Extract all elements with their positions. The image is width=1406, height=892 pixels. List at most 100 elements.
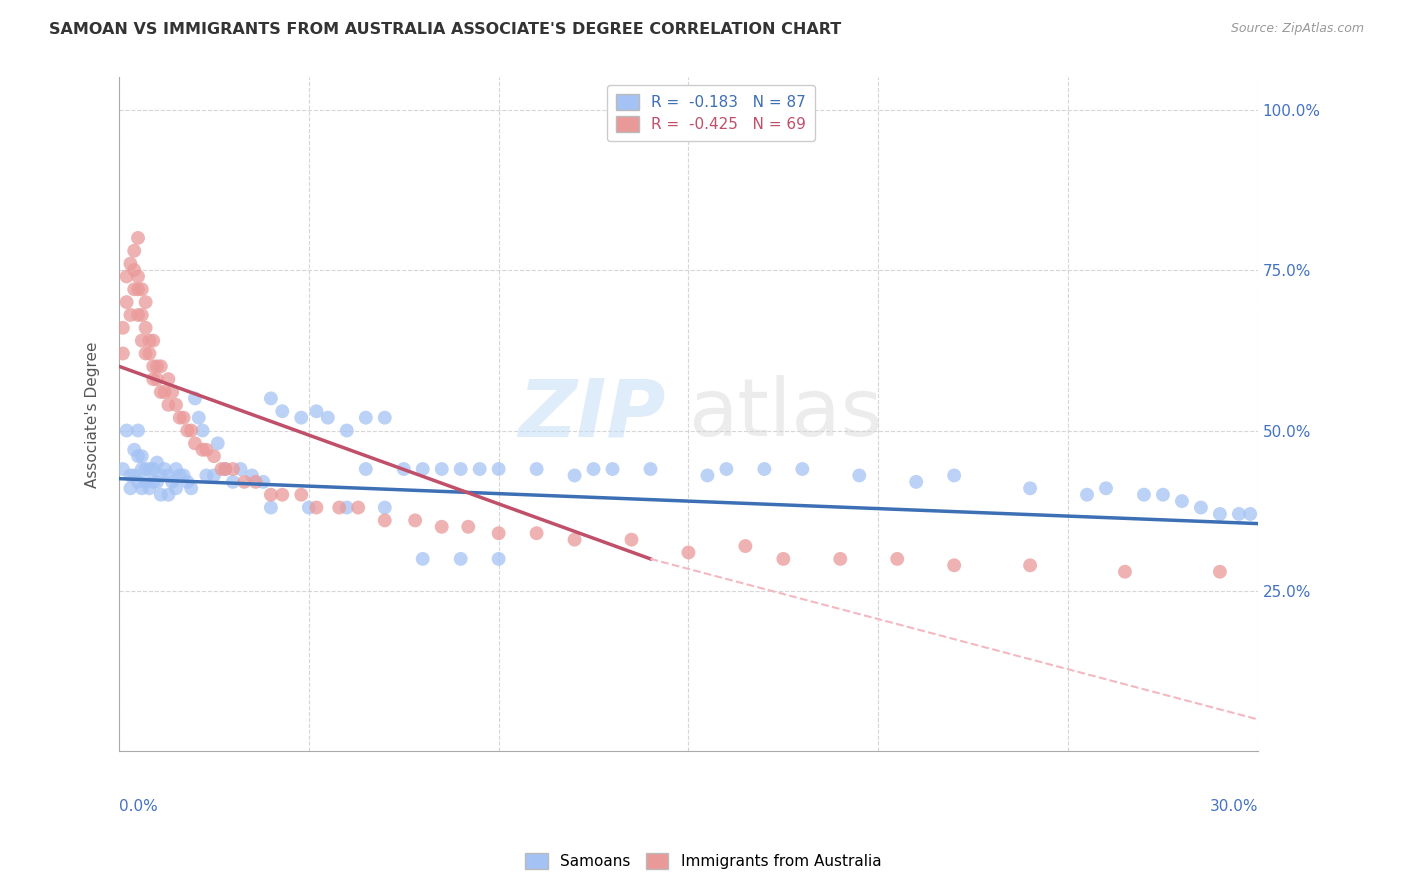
Point <box>122 442 145 457</box>
Point <box>830 552 852 566</box>
Point <box>165 462 187 476</box>
Point <box>122 244 145 258</box>
Point <box>1227 507 1250 521</box>
Point <box>229 462 252 476</box>
Point <box>430 520 453 534</box>
Point <box>173 468 195 483</box>
Point <box>252 475 274 489</box>
Point <box>138 481 160 495</box>
Point <box>142 359 165 374</box>
Point <box>142 372 165 386</box>
Point <box>127 282 149 296</box>
Point <box>564 468 586 483</box>
Point <box>135 295 157 310</box>
Point <box>412 462 434 476</box>
Point <box>157 468 180 483</box>
Point <box>146 456 169 470</box>
Point <box>457 520 479 534</box>
Point <box>115 424 138 438</box>
Point <box>886 552 908 566</box>
Point <box>754 462 776 476</box>
Point <box>131 282 153 296</box>
Point <box>943 558 966 573</box>
Point <box>127 308 149 322</box>
Text: SAMOAN VS IMMIGRANTS FROM AUSTRALIA ASSOCIATE'S DEGREE CORRELATION CHART: SAMOAN VS IMMIGRANTS FROM AUSTRALIA ASSO… <box>49 22 841 37</box>
Point <box>1076 488 1098 502</box>
Point <box>169 468 191 483</box>
Point <box>153 462 176 476</box>
Text: 30.0%: 30.0% <box>1209 798 1258 814</box>
Point <box>127 424 149 438</box>
Point <box>450 552 472 566</box>
Point <box>260 488 283 502</box>
Point <box>115 269 138 284</box>
Point <box>240 468 263 483</box>
Point <box>157 398 180 412</box>
Point <box>153 384 176 399</box>
Point <box>271 488 294 502</box>
Point <box>146 475 169 489</box>
Text: ZIP: ZIP <box>519 376 665 453</box>
Point <box>115 295 138 310</box>
Point <box>184 392 207 406</box>
Point <box>142 462 165 476</box>
Point <box>1239 507 1261 521</box>
Point <box>943 468 966 483</box>
Point <box>214 462 236 476</box>
Point <box>191 424 214 438</box>
Point <box>176 424 198 438</box>
Point <box>1114 565 1136 579</box>
Point <box>111 320 134 334</box>
Point <box>582 462 605 476</box>
Point <box>488 526 510 541</box>
Point <box>430 462 453 476</box>
Point <box>195 468 218 483</box>
Point <box>176 475 198 489</box>
Point <box>160 384 183 399</box>
Point <box>149 468 172 483</box>
Text: atlas: atlas <box>689 376 883 453</box>
Point <box>271 404 294 418</box>
Point <box>290 488 312 502</box>
Point <box>195 442 218 457</box>
Point <box>328 500 350 515</box>
Point <box>149 488 172 502</box>
Point <box>1209 507 1232 521</box>
Point <box>111 462 134 476</box>
Point <box>127 449 149 463</box>
Point <box>146 372 169 386</box>
Point <box>169 410 191 425</box>
Y-axis label: Associate's Degree: Associate's Degree <box>86 342 100 488</box>
Point <box>142 475 165 489</box>
Point <box>138 462 160 476</box>
Point <box>160 475 183 489</box>
Point <box>202 449 225 463</box>
Point <box>716 462 738 476</box>
Point <box>564 533 586 547</box>
Point <box>245 475 267 489</box>
Point <box>127 269 149 284</box>
Point <box>260 500 283 515</box>
Point <box>111 346 134 360</box>
Point <box>488 462 510 476</box>
Point <box>187 410 209 425</box>
Point <box>207 436 229 450</box>
Point <box>131 308 153 322</box>
Point <box>336 500 359 515</box>
Point <box>1019 481 1042 495</box>
Point <box>120 481 142 495</box>
Point <box>120 468 142 483</box>
Point <box>138 334 160 348</box>
Point <box>905 475 928 489</box>
Point <box>602 462 624 476</box>
Point <box>131 462 153 476</box>
Point <box>202 468 225 483</box>
Point <box>1209 565 1232 579</box>
Point <box>374 500 396 515</box>
Point <box>180 424 202 438</box>
Point <box>1095 481 1118 495</box>
Point <box>696 468 718 483</box>
Point <box>157 488 180 502</box>
Point <box>135 320 157 334</box>
Point <box>122 282 145 296</box>
